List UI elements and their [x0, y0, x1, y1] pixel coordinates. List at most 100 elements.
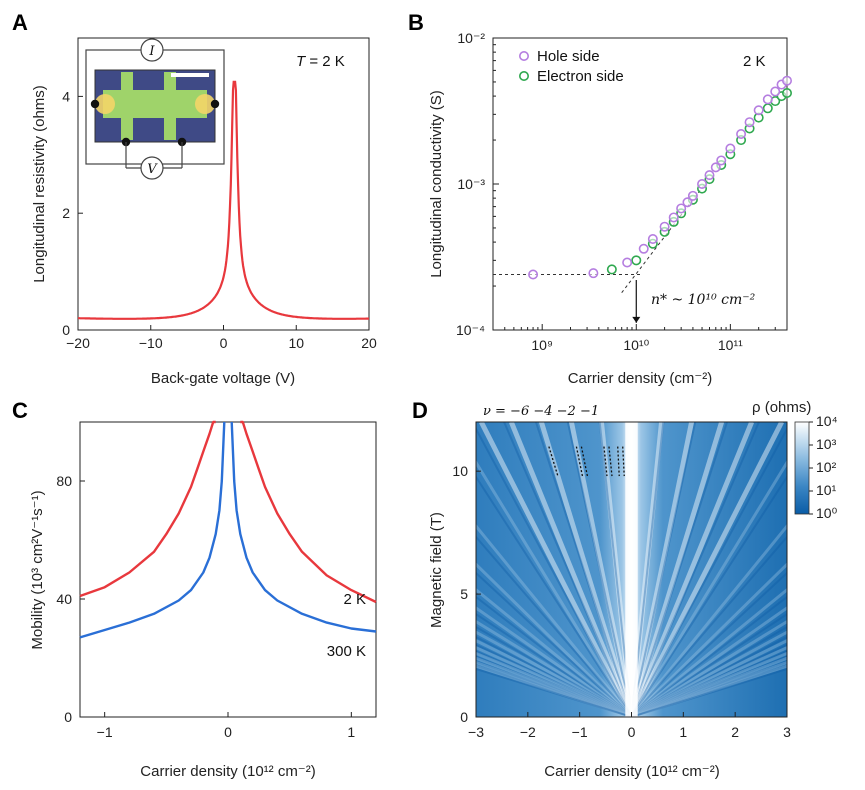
colorbar-tick-label: 10⁴	[816, 413, 838, 429]
fan-line-bright	[630, 587, 787, 717]
data-point	[704, 170, 715, 181]
fan-line-dark	[630, 535, 787, 717]
panel-c-letter: C	[12, 398, 28, 423]
data-point	[781, 75, 792, 86]
x-tick-label: 1	[679, 724, 687, 740]
x-tick-label: 20	[361, 335, 377, 351]
y-tick-label: 40	[56, 591, 72, 607]
x-tick-label: 10	[288, 335, 304, 351]
fan-line-bright	[476, 664, 632, 717]
panel-a-xticks: −20 −10 0 10 20	[66, 325, 377, 351]
x-tick-label: −2	[520, 724, 536, 740]
current-meter-icon	[140, 38, 164, 62]
fan-line-dark	[476, 625, 633, 717]
fan-line-bright	[629, 422, 755, 717]
nstar-arrow-head	[632, 316, 641, 323]
data-point	[622, 257, 633, 268]
x-tick-label: 0	[220, 335, 228, 351]
fan-line-bright	[629, 422, 725, 717]
fan-line-dark	[630, 595, 787, 717]
panel-c-xlabel: Carrier density (10¹² cm⁻²)	[140, 763, 315, 780]
fan-line-dark	[631, 664, 787, 717]
fan-line-dark	[631, 643, 787, 717]
data-point	[744, 117, 755, 128]
colorbar-tick-label: 10⁰	[816, 505, 838, 521]
panel-d-ylabel: Magnetic field (T)	[428, 512, 445, 628]
fan-line-dark	[630, 612, 787, 717]
fan-line-dark	[476, 664, 632, 717]
fan-line-dark	[503, 422, 633, 717]
data-point	[606, 264, 617, 275]
fan-line-bright	[631, 664, 787, 717]
resistivity-curve	[78, 80, 369, 320]
y-tick-label: 2	[62, 205, 70, 221]
voltmeter-icon	[140, 156, 164, 180]
fan-line-bright	[476, 562, 633, 717]
data-point	[736, 129, 747, 140]
x-tick-label: 1	[347, 724, 355, 740]
x-tick-label: 10¹¹	[718, 337, 743, 353]
fan-line-bright	[476, 523, 633, 717]
x-tick-label: 2	[731, 724, 739, 740]
series-label-300k: 300 K	[327, 643, 366, 660]
panel-d-xlabel: Carrier density (10¹² cm⁻²)	[544, 763, 719, 780]
mobility-curve	[79, 420, 377, 604]
fan-line-dark	[630, 422, 729, 717]
fan-line-bright	[630, 606, 787, 717]
colorbar-tick-label: 10¹	[816, 482, 837, 498]
panel-b-letter: B	[408, 10, 424, 35]
fan-line-dark	[631, 650, 787, 717]
panel-d-heatmap	[476, 422, 787, 717]
fan-line-dark	[631, 635, 787, 717]
fan-line-bright	[629, 422, 695, 717]
panel-c: C 0 40 80 −1 0 1 Carrier density (10¹² cm⁻²)…	[12, 398, 377, 780]
panel-b-ylabel: Longitudinal conductivity (S)	[428, 90, 445, 278]
fan-line-dark	[476, 535, 633, 717]
filling-dash	[608, 446, 613, 477]
fan-line-dark	[630, 571, 787, 717]
colorbar-tick-label: 10²	[816, 459, 837, 475]
y-tick-label: 80	[56, 473, 72, 489]
panel-a-letter: A	[12, 10, 28, 35]
legend-marker	[518, 50, 529, 61]
x-tick-label: 10¹⁰	[623, 337, 649, 353]
y-tick-label: 10⁻⁴	[456, 322, 485, 338]
data-point	[588, 268, 599, 279]
fan-line-dark	[476, 571, 633, 717]
filling-factor-dashes	[548, 446, 625, 477]
x-tick-label: 0	[628, 724, 636, 740]
fan-line-bright	[476, 630, 633, 717]
mobility-curve	[79, 421, 377, 639]
panel-a-temperature: T = 2 K	[296, 53, 345, 70]
data-point	[762, 103, 773, 114]
fan-line-bright	[476, 459, 633, 717]
fan-line-bright	[630, 630, 787, 717]
panel-b-points	[528, 75, 792, 280]
fan-line-dark	[630, 422, 697, 717]
data-point	[638, 243, 649, 254]
fan-line-bright	[476, 656, 633, 717]
fan-line-bright	[476, 645, 633, 717]
fan-line-dark	[476, 643, 632, 717]
fan-line-dark	[476, 635, 632, 717]
panel-a-yticks: 0 2 4	[62, 88, 83, 338]
colorbar-label: ρ (ohms)	[752, 399, 811, 416]
filling-dash	[580, 446, 589, 477]
fan-line-dark	[630, 426, 787, 717]
panel-c-ylabel: Mobility (10³ cm²V⁻¹s⁻¹)	[29, 490, 46, 649]
fan-line-bright	[476, 660, 632, 717]
fan-line-bright	[630, 651, 787, 717]
fan-line-bright	[476, 651, 633, 717]
colorbar-ticks: 10⁰ 10¹ 10² 10³ 10⁴	[809, 413, 838, 521]
inset-current-label: I	[148, 44, 155, 59]
fan-line-bright	[508, 422, 634, 717]
data-point	[753, 105, 764, 116]
cnp-stripe	[625, 422, 638, 717]
filling-dash	[575, 446, 584, 477]
fan-line-dark	[476, 475, 633, 717]
fan-line-bright	[630, 459, 787, 717]
fan-line-dark	[476, 426, 633, 717]
fan-line-dark	[476, 660, 632, 717]
fan-line-dark	[534, 422, 633, 717]
fan-line-bright	[630, 619, 787, 717]
